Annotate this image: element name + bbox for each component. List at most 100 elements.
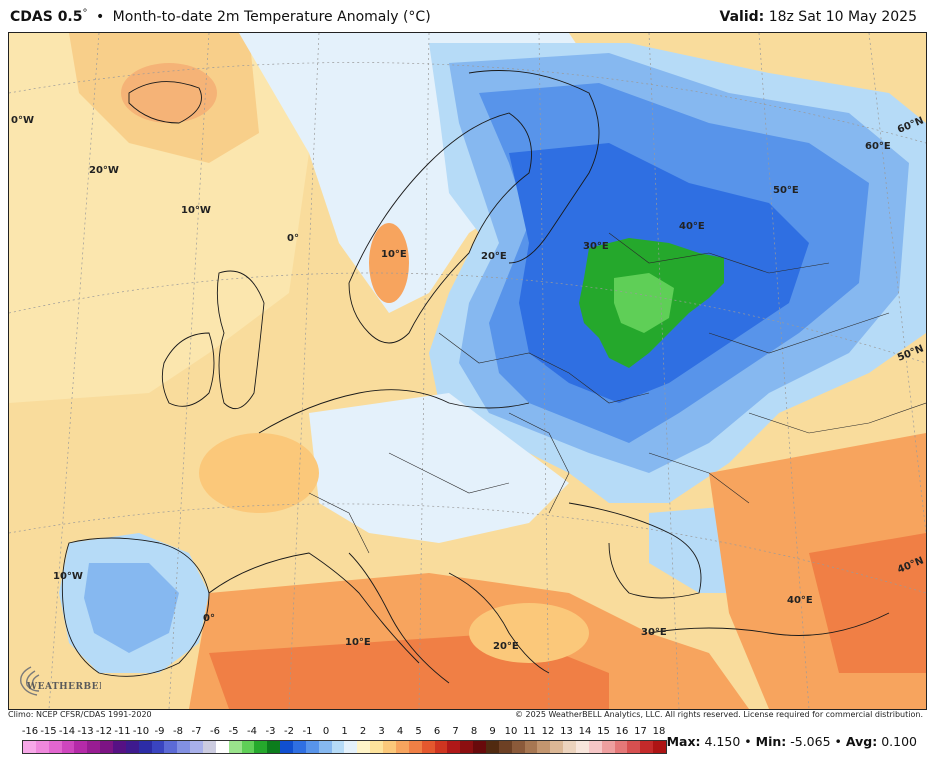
scale-swatch [164,741,178,753]
scale-swatch [447,741,461,753]
scale-swatch [87,741,101,753]
title-separator: • [95,9,105,25]
scale-swatch [48,741,62,753]
scale-swatch [280,741,294,753]
scale-swatch [241,741,255,753]
scale-swatch [305,741,319,753]
scale-label: -5 [228,726,239,737]
scale-swatch [254,741,268,753]
anomaly-map: 0°W 20°W 10°W 0° 10°E 20°E 30°E 40°E 50°… [8,32,927,710]
stats-summary: Max: 4.150 • Min: -5.065 • Avg: 0.100 [667,734,917,749]
lon-label-10e: 10°E [381,249,407,260]
scale-swatch [563,741,576,753]
lon-label-20e: 20°E [481,251,507,262]
scale-swatch [473,741,486,753]
scale-label: 10 [504,726,518,737]
scale-swatch [498,741,512,753]
scale-label: 5 [415,726,422,737]
stats-sep-1: • [744,734,752,749]
scale-swatch [151,741,165,753]
valid-label: Valid: [719,9,765,25]
stats-sep-2: • [834,734,842,749]
scale-swatch [228,741,242,753]
iberia-cool-inner [84,563,179,653]
iceland-warm [121,63,217,123]
scale-swatch [614,741,628,753]
copyright-note: © 2025 WeatherBELL Analytics, LLC. All r… [515,710,923,719]
scale-swatch [293,741,306,753]
map-title: CDAS 0.5° • Month-to-date 2m Temperature… [10,8,431,25]
scale-label: -3 [265,726,276,737]
scale-label: -4 [247,726,257,737]
scale-label: 17 [634,726,647,737]
scale-label: -13 [77,726,94,737]
scale-swatch [370,741,384,753]
scale-label: -11 [114,726,131,737]
coastlines [61,70,890,684]
scale-swatch [215,741,229,753]
norway-warm [369,223,409,303]
lon-label-30e-south: 30°E [641,627,667,638]
scale-label: 1 [341,726,348,737]
weatherbell-logo: WEATHERBELL [20,666,101,696]
scale-swatch [421,741,435,753]
avg-value: 0.100 [881,734,917,749]
scale-swatch [640,741,654,753]
scale-swatch [177,741,191,753]
scale-label: -12 [95,726,113,737]
lon-label-40e: 40°E [679,221,705,232]
extreme-cold-inner [614,273,674,333]
lon-label-0w: 0°W [11,115,34,126]
scale-swatch [627,741,641,753]
central-europe-pale [309,393,569,543]
lon-label-30e: 30°E [583,241,609,252]
scale-label: -1 [302,726,313,737]
title-degree: ° [82,8,88,19]
scale-label: 8 [470,726,478,737]
scale-swatch [74,741,88,753]
scale-swatch [100,741,114,753]
lon-label-20e-south: 20°E [493,641,519,652]
scale-label: -6 [210,726,220,737]
header: CDAS 0.5° • Month-to-date 2m Temperature… [0,0,935,32]
lon-label-60e: 60°E [865,141,891,152]
scale-swatch [331,741,345,753]
lon-label-50e: 50°E [773,185,799,196]
climo-note: Climo: NCEP CFSR/CDAS 1991-2020 [8,710,152,719]
scale-label: 7 [452,726,459,737]
balkans-warm [469,603,589,663]
scale-swatch [23,741,36,753]
valid-time: Valid: 18z Sat 10 May 2025 [720,9,918,25]
scale-swatch [383,741,396,753]
scale-swatch [318,741,332,753]
min-label: Min: [755,734,787,749]
max-value: 4.150 [704,734,741,749]
max-label: Max: [666,734,701,749]
title-product: CDAS 0.5 [10,9,83,25]
scale-swatch [267,741,281,753]
lon-label-20w: 20°W [89,165,119,176]
scale-label: 6 [433,726,441,737]
scale-swatch [550,741,564,753]
scale-swatch [575,741,589,753]
scale-swatch [125,741,139,753]
scale-swatch [408,741,422,753]
scale-swatch [524,741,538,753]
min-value: -5.065 [790,734,831,749]
scale-swatch [203,741,216,753]
scale-label: -9 [154,726,165,737]
valid-value: 18z Sat 10 May 2025 [768,9,917,25]
scale-swatch [653,741,666,753]
scale-swatch [588,741,602,753]
scale-label: 11 [523,726,536,737]
color-scale-labels: -16 -15 -14 -13 -12 -11 -10 -9 -8 -7 -6 -5 -4 -3 -2 -1 0… [22,726,667,738]
scale-swatch [511,741,525,753]
lon-label-10w-south: 10°W [53,571,83,582]
scale-swatch [138,741,152,753]
scale-label: 9 [489,726,496,737]
map-svg: 0°W 20°W 10°W 0° 10°E 20°E 30°E 40°E 50°… [9,33,926,709]
scale-swatch [61,741,75,753]
scale-swatch [190,741,204,753]
france-warm [199,433,319,513]
avg-label: Avg: [845,734,878,749]
